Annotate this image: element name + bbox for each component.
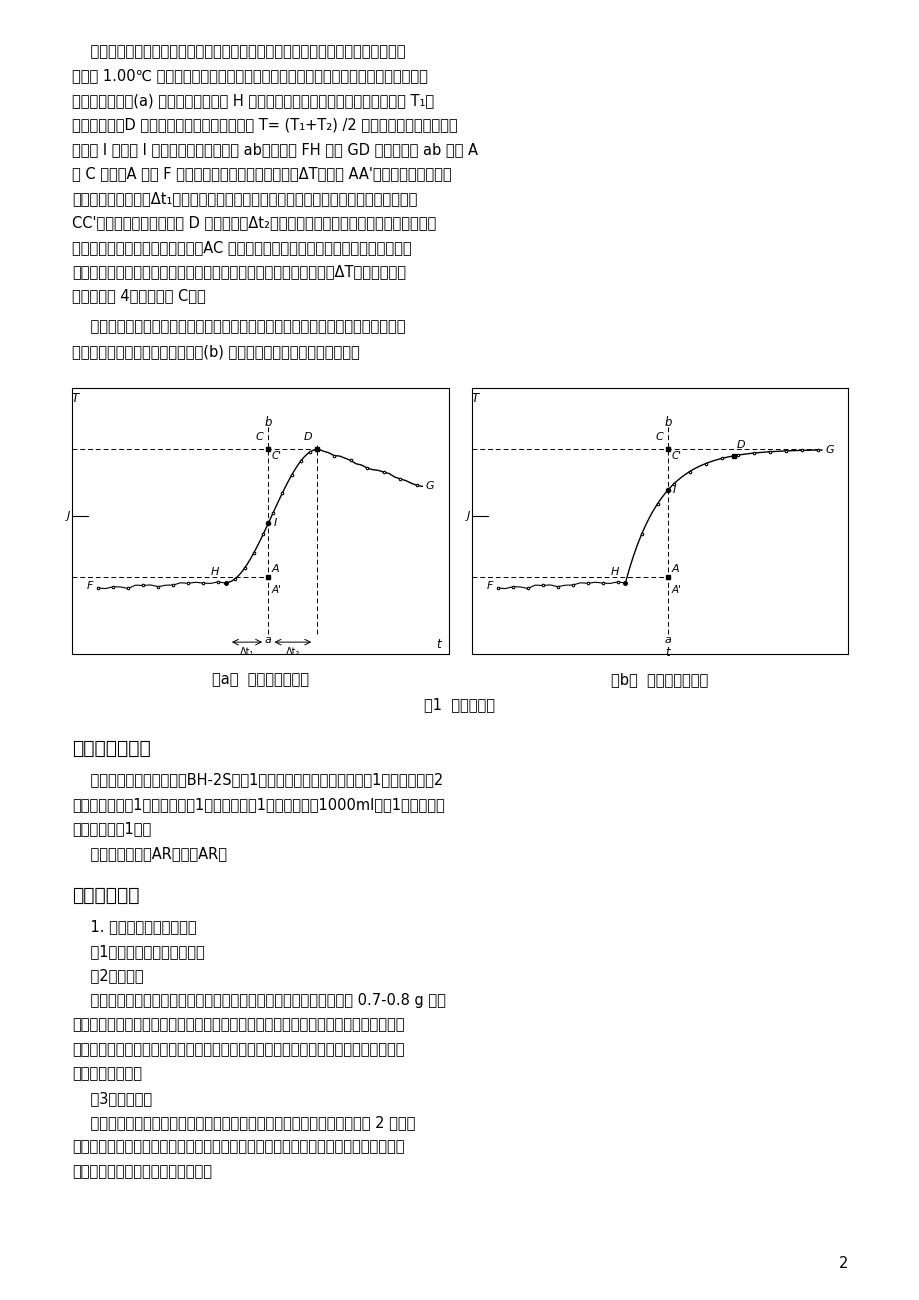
Text: 不会全部燃烧；也不要压得太松，太松样品易脱落。把样片放在燃烧杯中再次称重，计: 不会全部燃烧；也不要压得太松，太松样品易脱落。把样片放在燃烧杯中再次称重，计 — [72, 1041, 403, 1057]
Text: Δt₁: Δt₁ — [240, 647, 254, 658]
Text: H: H — [610, 567, 618, 577]
Text: 酸，把燃烧丝放在苯甲酸中用标压片机上压成片。样片不要压得太紧，太紧点火时可能: 酸，把燃烧丝放在苯甲酸中用标压片机上压成片。样片不要压得太紧，太紧点火时可能 — [72, 1018, 403, 1032]
Text: （3）充氧气。: （3）充氧气。 — [72, 1091, 152, 1106]
Text: 数值。即为苯甲酸燃烧所引起的温度升高值，用同样方法求萌燃烧的ΔT，苯甲酸实验: 数值。即为苯甲酸燃烧所引起的温度升高值，用同样方法求萌燃烧的ΔT，苯甲酸实验 — [72, 264, 405, 280]
Text: 可以使用雷诺作图法校正温度变化值。称取适量待测物质。预先调节水温使水温比: 可以使用雷诺作图法校正温度变化值。称取适量待测物质。预先调节水温使水温比 — [72, 44, 405, 60]
Text: （b）  绝热较好的系统: （b） 绝热较好的系统 — [610, 672, 708, 688]
Text: 试剂：苯甲酸，AR；萌，AR。: 试剂：苯甲酸，AR；萌，AR。 — [72, 846, 226, 861]
Text: 图。得到如图１(a) 所示的曲线。图中 H 点相当于燃烧开始时出现升温点，温度为 T₁，: 图。得到如图１(a) 所示的曲线。图中 H 点相当于燃烧开始时出现升温点，温度为… — [72, 94, 434, 108]
Text: C': C' — [671, 451, 681, 462]
Text: 用万用电表检查两极间电阵值。将弹头放入弹杯中并拧紧。用万用电表再次测量两电极: 用万用电表检查两极间电阵值。将弹头放入弹杯中并拧紧。用万用电表再次测量两电极 — [72, 1140, 403, 1154]
Text: b: b — [265, 416, 272, 429]
Text: I: I — [273, 519, 277, 528]
Text: 1. 量热体系的总热容量。: 1. 量热体系的总热容量。 — [72, 919, 196, 935]
Text: 得曲线不出现极高温度点，如图１(b) 所示，这时仍可按相同原理校正。: 得曲线不出现极高温度点，如图１(b) 所示，这时仍可按相同原理校正。 — [72, 344, 359, 359]
Text: a: a — [265, 634, 271, 645]
Text: 室温低 1.00℃ 左右。按操作步骤进行测定，将燃烧前后观察所得的水温和时间关系作: 室温低 1.00℃ 左右。按操作步骤进行测定，将燃烧前后观察所得的水温和时间关系… — [72, 69, 427, 83]
Text: 若干；尺子，1把；: 若干；尺子，1把； — [72, 822, 151, 836]
Text: C': C' — [271, 451, 281, 462]
Text: 把燃烧杯放在燃烧杯托架上。把燃烧丝的两头缠绕在氧弹的电极上，如图 2 所示。: 把燃烧杯放在燃烧杯托架上。把燃烧丝的两头缠绕在氧弹的电极上，如图 2 所示。 — [72, 1115, 414, 1130]
Text: A': A' — [271, 585, 281, 594]
Text: I: I — [672, 485, 675, 495]
Text: 四、实验步骤: 四、实验步骤 — [72, 885, 139, 905]
Text: T: T — [72, 391, 78, 404]
Text: 三、仪器和试剂: 三、仪器和试剂 — [72, 738, 151, 758]
Text: G: G — [425, 481, 434, 491]
Text: （1）洗净量热计和其附件。: （1）洗净量热计和其附件。 — [72, 944, 204, 959]
Text: b: b — [664, 416, 671, 429]
Text: 和 C 两点。A 点与 F 点的温差为校正后的温度升高值ΔT。图中 AA'为开始燃烧到温度上: 和 C 两点。A 点与 F 点的温差为校正后的温度升高值ΔT。图中 AA'为开始… — [72, 166, 451, 182]
Text: 曲线于 I 点，过 I 点作垂直于横轴的直线 ab，然后将 FH 线和 GD 线外延长交 ab 线于 A: 曲线于 I 点，过 I 点作垂直于横轴的直线 ab，然后将 FH 线和 GD 线… — [72, 142, 477, 157]
Text: H: H — [210, 567, 219, 577]
Text: A: A — [671, 564, 678, 575]
Text: C: C — [654, 432, 663, 442]
Text: 数据代入式 4，即可求得 C总。: 数据代入式 4，即可求得 C总。 — [72, 289, 205, 304]
Text: F: F — [86, 581, 93, 592]
Text: T: T — [471, 391, 478, 404]
Text: D: D — [303, 432, 312, 442]
Text: CC'为由室温升高到最高点 D 这一段时间Δt₂内，热量计向环境的热漏造成的温度降低，: CC'为由室温升高到最高点 D 这一段时间Δt₂内，热量计向环境的热漏造成的温度… — [72, 216, 436, 230]
Text: 台；电子天平，1台；万用表，1个；小镊子，1个；容量瓶（1000ml），1个；镁丝，: 台；电子天平，1台；万用表，1个；小镊子，1个；容量瓶（1000ml），1个；镁… — [72, 797, 444, 812]
Text: C: C — [255, 432, 263, 442]
Text: 图1  温度校正图: 图1 温度校正图 — [424, 697, 495, 712]
Text: 计算时必须考虑在内。故可认为，AC 两点的差值较客观地表示了样品燃烧引起的升温: 计算时必须考虑在内。故可认为，AC 两点的差值较客观地表示了样品燃烧引起的升温 — [72, 239, 411, 255]
Text: F: F — [486, 581, 493, 592]
Text: 热传入介质；D 点为读数中的最高温度点，在 T= (T₁+T₂) /2 处作平行于横轴的直线交: 热传入介质；D 点为读数中的最高温度点，在 T= (T₁+T₂) /2 处作平行… — [72, 117, 457, 133]
Text: a: a — [664, 634, 671, 645]
Text: A': A' — [671, 585, 681, 594]
Text: 仪器：燃烧热测定装置（BH-2S），1台；氧气钓瓶（附氧气表），1个；压片机，2: 仪器：燃烧热测定装置（BH-2S），1台；氧气钓瓶（附氧气表），1个；压片机，2 — [72, 772, 443, 788]
Text: J: J — [67, 511, 70, 521]
Text: t: t — [436, 638, 440, 651]
Text: 算苯甲酸的重量。: 算苯甲酸的重量。 — [72, 1066, 142, 1082]
Text: 间的电阵，电子变化不大则可充氧。: 间的电阵，电子变化不大则可充氧。 — [72, 1164, 211, 1179]
Text: 升至室温这一段时间Δt₁内，由环境辐射和搔拌引进的能量所造成的升温，故应予扣除。: 升至室温这一段时间Δt₁内，由环境辐射和搔拌引进的能量所造成的升温，故应予扣除。 — [72, 191, 416, 205]
Text: （a）  绝热较差的系统: （a） 绝热较差的系统 — [211, 672, 308, 688]
Text: 在某些情况下，有时量热计绝热情况良好，而搔拌器功率较大，不断引进的能量使: 在某些情况下，有时量热计绝热情况良好，而搔拌器功率较大，不断引进的能量使 — [72, 320, 405, 334]
Text: G: G — [824, 445, 833, 455]
Text: A: A — [271, 564, 279, 575]
Text: 2: 2 — [838, 1256, 847, 1271]
Text: J: J — [466, 511, 470, 521]
Text: Δt₂: Δt₂ — [286, 647, 300, 658]
Text: D: D — [736, 439, 744, 450]
Text: 取燃烧丝量取长度，绕成小线圈。将其放在燃烧杯中称重。粗称大约 0.7-0.8 g 苯甲: 取燃烧丝量取长度，绕成小线圈。将其放在燃烧杯中称重。粗称大约 0.7-0.8 g… — [72, 993, 445, 1008]
Text: t: t — [665, 646, 670, 659]
Text: （2）压片。: （2）压片。 — [72, 968, 143, 984]
